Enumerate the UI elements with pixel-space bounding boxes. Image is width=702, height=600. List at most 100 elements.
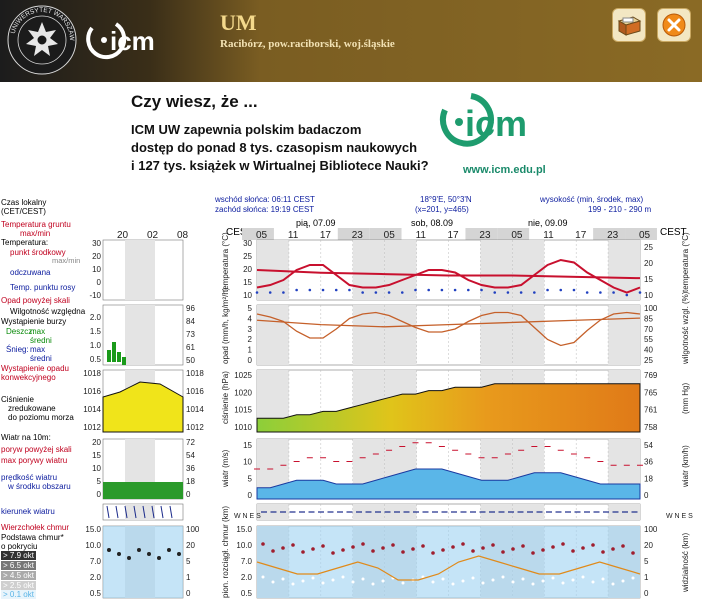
wind-right-tick: 36 <box>644 458 653 467</box>
hour-cell <box>465 228 498 240</box>
dew-point-dot <box>427 288 430 292</box>
cloud-base-dot <box>501 575 505 579</box>
temp-right-tick: 20 <box>644 259 653 268</box>
legend-cloud-cover: o pokryciu <box>1 542 38 551</box>
pressure-legend-right-tick: 1016 <box>186 387 204 396</box>
temp-left-tick: 15 <box>243 278 252 287</box>
precip-legend-tick: 1.5 <box>90 327 102 336</box>
icm-logo[interactable]: icm <box>86 18 176 62</box>
close-button[interactable] <box>657 8 691 42</box>
temp-left-tick: 30 <box>243 239 252 248</box>
axis-label-wind-left: wiatr (m/s) <box>221 449 230 488</box>
cloud-base-dot <box>591 580 595 584</box>
legend-wind-area <box>103 482 183 499</box>
close-icon <box>662 13 686 37</box>
dew-point-dot <box>308 288 312 292</box>
cloud-top-dot <box>281 546 285 550</box>
archive-button[interactable] <box>612 8 646 42</box>
legend-precip-above: Opad powyżej skali <box>1 296 70 305</box>
cloud-top-dot <box>321 544 325 548</box>
hour-cell <box>497 228 530 240</box>
hour-label: 23 <box>352 230 364 241</box>
legend-okt-4: > 2.5 okt <box>1 581 36 590</box>
cloud-top-dot <box>561 542 565 546</box>
cloud-base-dot <box>301 579 305 583</box>
legend-temp-mid: punkt środkowy <box>10 248 66 257</box>
dew-point-dot <box>348 288 351 292</box>
dew-point-dot <box>467 288 470 292</box>
hour-cell <box>337 228 370 240</box>
pressure-legend-right-tick: 1018 <box>186 369 204 378</box>
cloud-top-dot <box>341 548 345 552</box>
legend-wind-speed: prędkość wiatru <box>1 473 58 482</box>
legend-dew-point: Temp. punktu rosy <box>10 283 76 292</box>
legend-convective-2: konwekcyjnego <box>1 373 56 382</box>
legend-wind-dir-arrow <box>115 505 119 519</box>
cloud-base-dot <box>491 578 495 582</box>
legend-wind-dir-arrow <box>142 505 146 519</box>
cloud-top-dot <box>531 551 535 555</box>
pressure-area <box>256 383 641 433</box>
university-logo[interactable]: UNIWERSYTET WARSZAWSKI <box>6 4 78 76</box>
legend-pressure-area <box>102 381 184 433</box>
legend-rain-mid: średni <box>30 336 52 345</box>
icm-ad-logo: icm <box>440 93 527 147</box>
dew-point-dot <box>585 291 589 294</box>
dew-point-dot <box>506 291 510 294</box>
legend-okt-3: > 4.5 okt <box>1 571 36 580</box>
legend-wind-speed-2: w środku obszaru <box>8 482 71 491</box>
temp-left-tick: 25 <box>243 252 252 261</box>
hour-label: 17 <box>448 230 460 241</box>
dew-point-dot <box>414 288 417 292</box>
pressure-legend-left-tick: 1012 <box>83 423 101 432</box>
pressure-legend-right-tick: 1014 <box>186 405 204 414</box>
axis-label-humidity-right: wilgotność wzgl. (%) <box>681 291 690 365</box>
cloud-base-dot <box>561 581 565 585</box>
cloud-base-dot <box>291 582 295 586</box>
legend-hour-label: 02 <box>147 230 159 241</box>
cloud-base-dot <box>611 582 615 586</box>
cloud-base-dot <box>621 579 625 583</box>
temp-legend-tick: -10 <box>89 291 101 300</box>
temp-legend-tick: 20 <box>92 252 101 261</box>
cloud-legend-left-tick: 10.0 <box>85 541 101 550</box>
cloud-base-dot <box>261 575 265 579</box>
cloud-legend-left-tick: 2.0 <box>90 573 102 582</box>
night-band <box>384 504 417 520</box>
ad-banner[interactable]: Czy wiesz, że ... ICM UW zapewnia polski… <box>0 82 702 192</box>
wind-left-tick: 10 <box>243 458 252 467</box>
cloud-base-dot <box>381 579 385 583</box>
wind-right-tick: 54 <box>644 441 653 450</box>
cloud-top-dot <box>401 550 405 554</box>
cloud-top-dot <box>421 544 425 548</box>
hour-cell <box>273 228 306 240</box>
ad-line-3: i 127 tys. książek w Wirtualnej Bibliote… <box>131 158 429 173</box>
cloud-base-dot <box>441 577 445 581</box>
cloud-legend-left-tick: 15.0 <box>85 525 101 534</box>
precip-left-tick: 1 <box>248 346 253 355</box>
ad-url[interactable]: www.icm.edu.pl <box>463 164 546 176</box>
svg-text:icm: icm <box>110 26 155 56</box>
legend-wind-dir-arrow <box>151 505 155 519</box>
pressure-left-tick: 1015 <box>234 406 252 415</box>
wind-left-tick: 5 <box>248 474 253 483</box>
axis-label-precip-left: opad (mm/h, kg/m²/h) <box>221 287 230 364</box>
cloud-base-dot <box>571 578 575 582</box>
legend-night-band <box>125 305 155 365</box>
legend-wind-dir-arrow <box>124 505 128 519</box>
night-band <box>352 240 385 300</box>
legend-wind-dir-arrow <box>106 505 110 519</box>
temp-right-tick: 10 <box>644 291 653 300</box>
legend-local-time: Czas lokalny <box>1 198 47 207</box>
legend-humidity: Wilgotność względna <box>10 307 86 316</box>
cloud-base-dot <box>451 582 455 586</box>
cloud-legend-right-tick: 1 <box>186 573 191 582</box>
temp-legend-tick: 0 <box>97 278 102 287</box>
night-band <box>257 305 289 365</box>
cloud-base-dot <box>321 581 325 585</box>
cloud-top-dot <box>541 548 545 552</box>
vis-right-tick: 20 <box>644 541 653 550</box>
wind-legend-left-tick: 20 <box>92 438 101 447</box>
legend-temperature-line <box>256 269 641 280</box>
